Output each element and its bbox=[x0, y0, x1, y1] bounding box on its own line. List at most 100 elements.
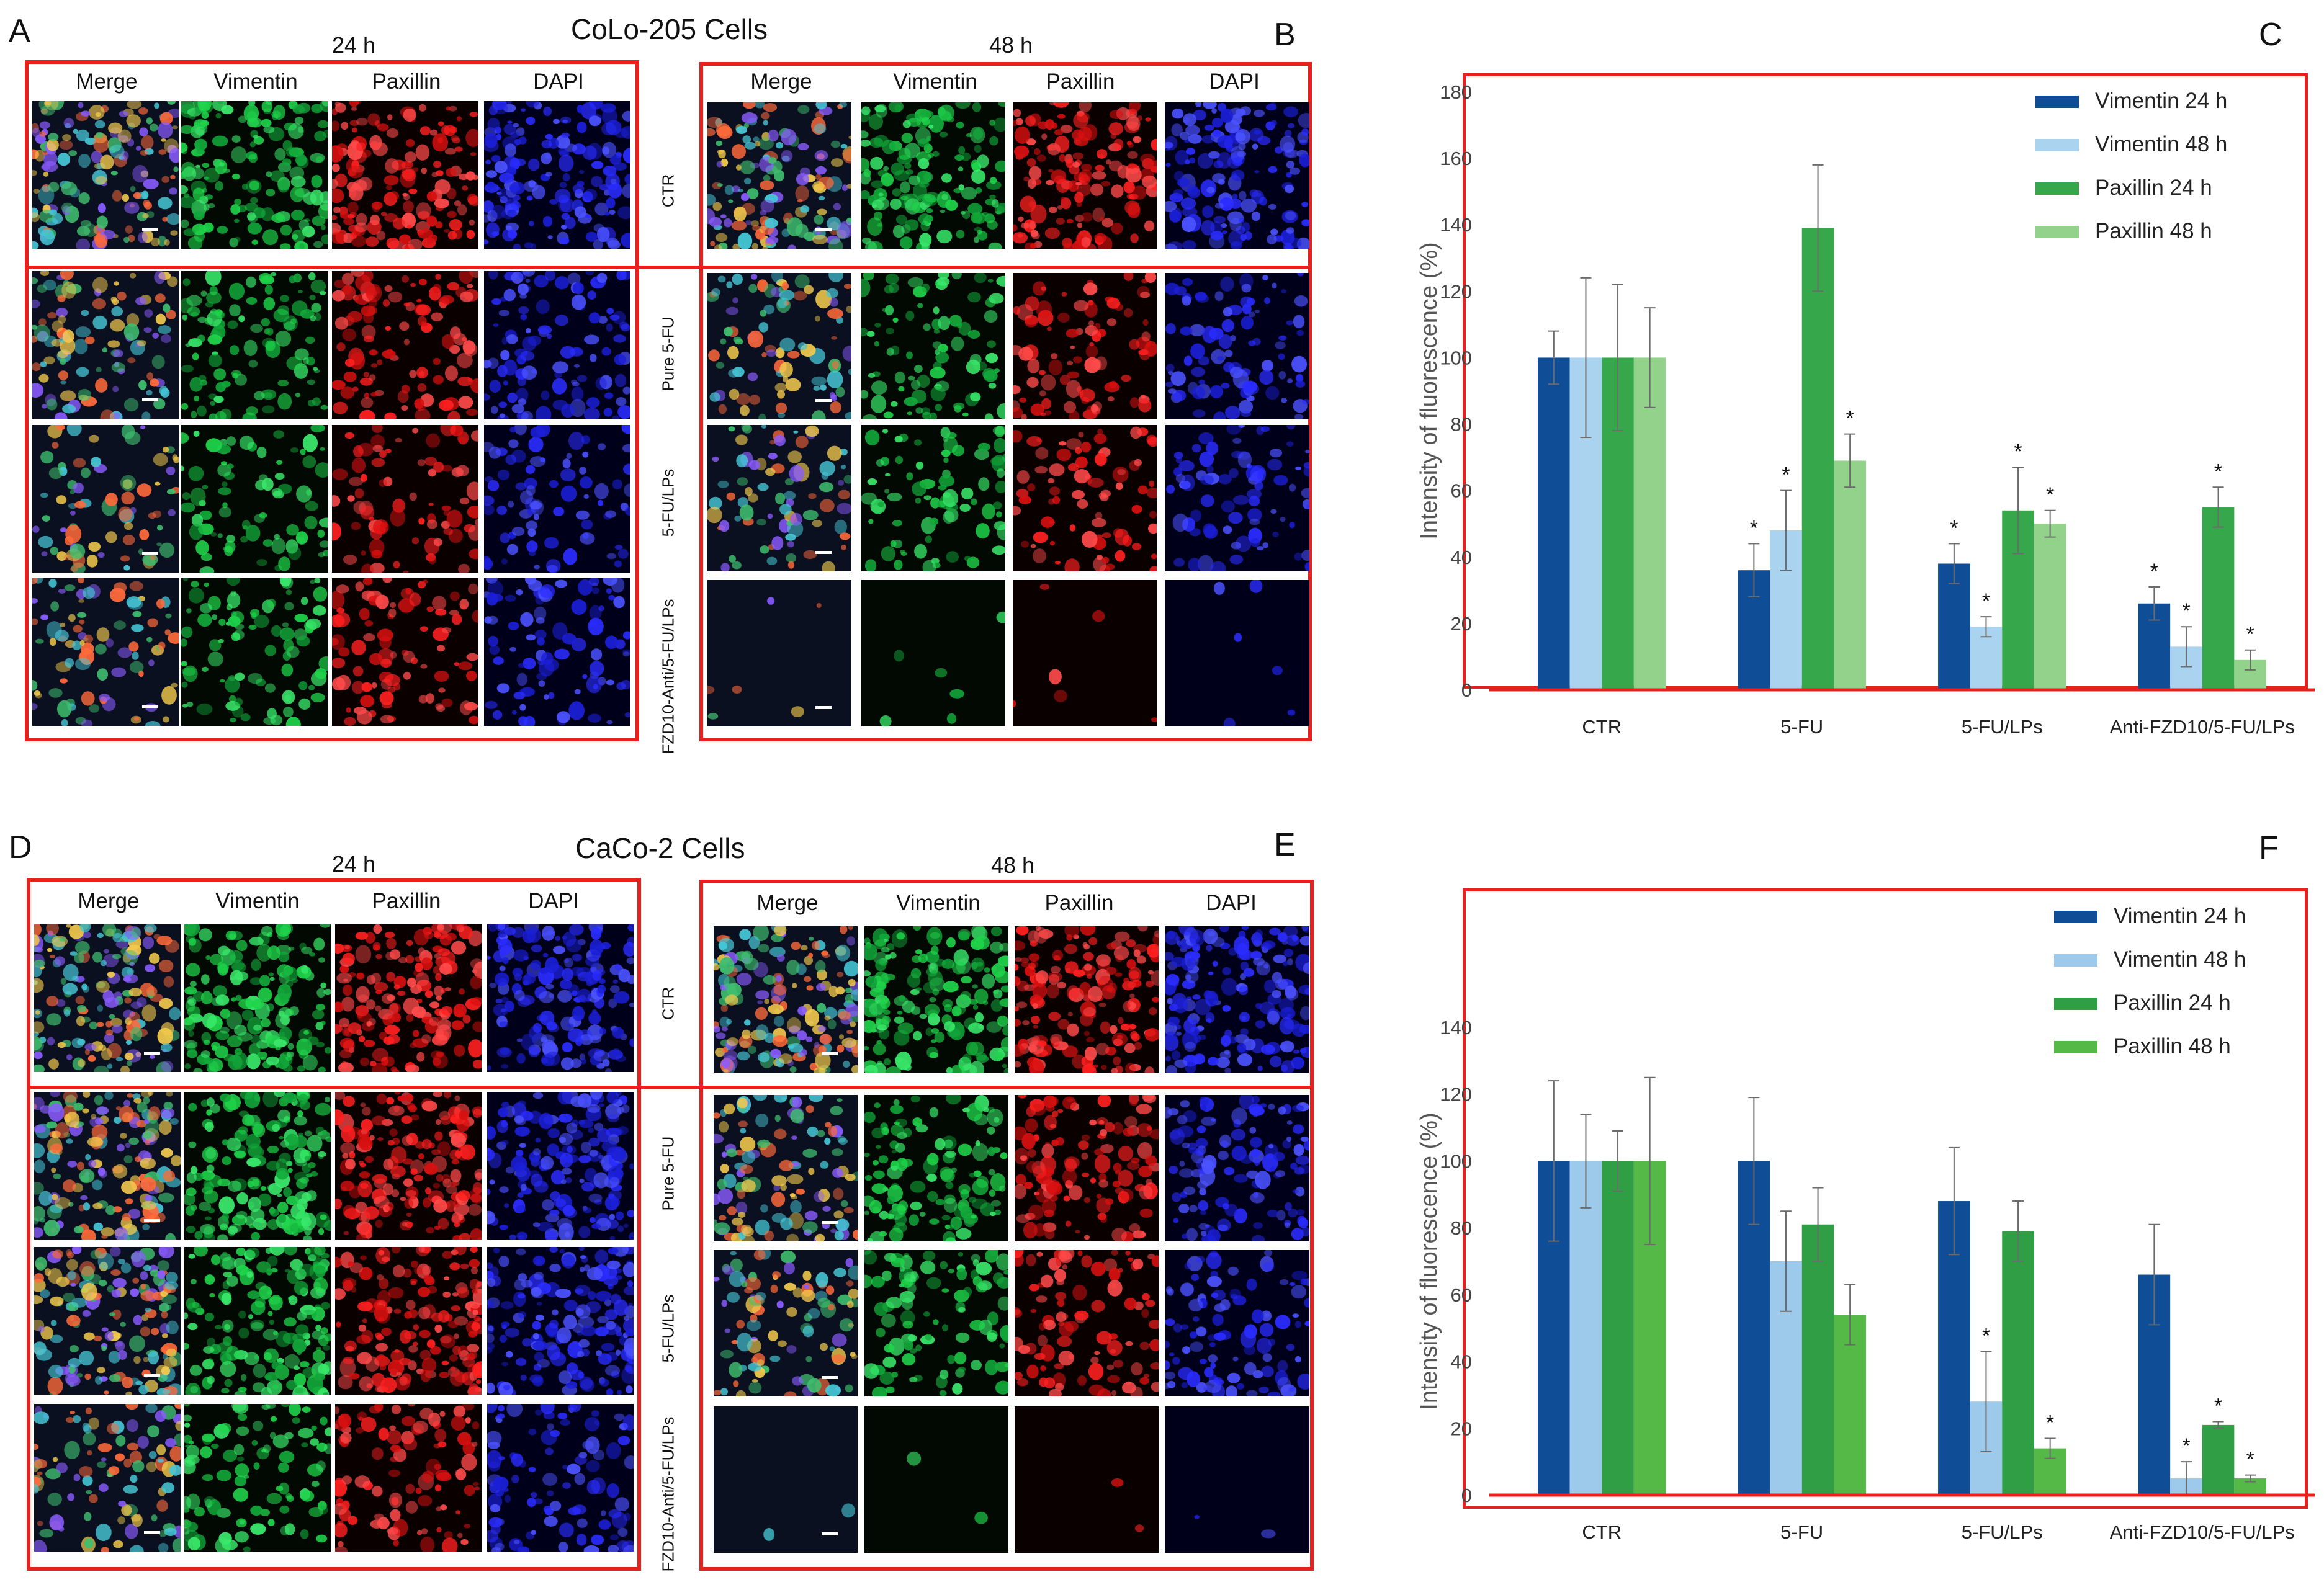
paxillin-micrograph bbox=[332, 425, 478, 573]
significance-star: * bbox=[2150, 560, 2158, 583]
legend-label: Vimentin 48 h bbox=[2114, 947, 2246, 972]
dapi-micrograph bbox=[487, 1092, 634, 1240]
dapi-micrograph bbox=[484, 101, 630, 249]
merge-micrograph bbox=[714, 1250, 858, 1396]
y-tick-label: 100 bbox=[1440, 1150, 1472, 1172]
vimentin-micrograph bbox=[864, 1250, 1008, 1396]
y-tick-label: 140 bbox=[1440, 214, 1472, 236]
panel-a-frame bbox=[25, 60, 639, 741]
significance-star: * bbox=[1982, 1324, 1990, 1347]
x-tick-label: CTR bbox=[1582, 1521, 1622, 1543]
dapi-micrograph bbox=[1165, 102, 1309, 249]
col-header-merge: Merge bbox=[78, 889, 140, 913]
merge-micrograph bbox=[34, 1404, 181, 1552]
dapi-micrograph bbox=[484, 271, 630, 419]
legend-label: Paxillin 24 h bbox=[2095, 176, 2212, 200]
vimentin-micrograph bbox=[861, 425, 1005, 571]
scale-bar bbox=[142, 552, 158, 555]
significance-star: * bbox=[2014, 440, 2022, 463]
significance-star: * bbox=[2214, 1395, 2222, 1418]
vimentin-micrograph bbox=[184, 1092, 331, 1240]
y-tick-label: 120 bbox=[1440, 1084, 1472, 1106]
paxillin-micrograph bbox=[1015, 1406, 1159, 1553]
paxillin-micrograph bbox=[332, 101, 478, 249]
significance-star: * bbox=[2246, 623, 2254, 646]
scale-bar bbox=[815, 705, 832, 709]
panel-letter-e: E bbox=[1274, 827, 1296, 863]
col-header-vimentin: Vimentin bbox=[215, 889, 300, 913]
vimentin-micrograph bbox=[181, 425, 328, 573]
time-label-48h-bottom: 48 h bbox=[991, 852, 1035, 878]
vimentin-micrograph bbox=[184, 1247, 331, 1395]
y-tick-label: 180 bbox=[1440, 81, 1472, 103]
y-tick-label: 160 bbox=[1440, 148, 1472, 169]
legend-swatch bbox=[2035, 226, 2079, 238]
y-tick-label: 140 bbox=[1440, 1017, 1472, 1039]
significance-star: * bbox=[2182, 599, 2190, 623]
paxillin-micrograph bbox=[335, 1247, 482, 1395]
dapi-micrograph bbox=[484, 578, 630, 726]
panel-letter-d: D bbox=[9, 829, 32, 865]
significance-star: * bbox=[1982, 589, 1990, 613]
bar bbox=[1538, 357, 1570, 690]
y-tick-label: 60 bbox=[1451, 1284, 1472, 1306]
paxillin-micrograph bbox=[335, 1404, 482, 1552]
x-tick-label: 5-FU bbox=[1780, 1521, 1823, 1543]
merge-micrograph bbox=[714, 1095, 858, 1241]
dapi-micrograph bbox=[1165, 425, 1309, 571]
panel-d-frame bbox=[27, 878, 641, 1571]
time-label-24h-bottom: 24 h bbox=[332, 851, 376, 877]
paxillin-micrograph bbox=[1015, 926, 1159, 1073]
scale-bar bbox=[142, 705, 158, 708]
paxillin-micrograph bbox=[1015, 1095, 1159, 1241]
significance-star: * bbox=[1782, 463, 1790, 487]
scale-bar bbox=[142, 398, 158, 401]
bar bbox=[2034, 524, 2066, 690]
dapi-micrograph bbox=[1165, 580, 1309, 726]
significance-star: * bbox=[2214, 460, 2222, 483]
col-header-paxillin: Paxillin bbox=[1046, 69, 1115, 94]
bar bbox=[1801, 228, 1834, 690]
panel-b-frame bbox=[699, 62, 1312, 741]
scale-bar bbox=[815, 228, 832, 231]
paxillin-micrograph bbox=[1013, 425, 1157, 571]
scale-bar bbox=[144, 1374, 160, 1377]
col-header-dapi: DAPI bbox=[528, 889, 579, 913]
scale-bar bbox=[815, 398, 832, 402]
col-header-merge: Merge bbox=[756, 891, 819, 915]
vimentin-micrograph bbox=[864, 1095, 1008, 1241]
scale-bar bbox=[822, 1375, 838, 1379]
vimentin-micrograph bbox=[181, 578, 328, 726]
dapi-micrograph bbox=[1165, 926, 1309, 1073]
time-label-48h-top: 48 h bbox=[989, 32, 1033, 58]
vimentin-micrograph bbox=[861, 102, 1005, 249]
scale-bar bbox=[144, 1218, 160, 1222]
col-header-dapi: DAPI bbox=[533, 69, 584, 94]
legend-swatch bbox=[2035, 182, 2079, 195]
x-tick-label: CTR bbox=[1582, 716, 1622, 738]
scale-bar bbox=[144, 1530, 160, 1534]
merge-micrograph bbox=[714, 926, 858, 1073]
legend-label: Paxillin 48 h bbox=[2095, 219, 2212, 243]
vimentin-micrograph bbox=[181, 101, 328, 249]
legend-swatch bbox=[2054, 1041, 2097, 1053]
vimentin-micrograph bbox=[181, 271, 328, 419]
bar bbox=[1938, 563, 1970, 690]
y-tick-label: 40 bbox=[1451, 547, 1472, 568]
legend-label: Paxillin 48 h bbox=[2114, 1034, 2231, 1058]
legend-swatch bbox=[2035, 96, 2079, 108]
vimentin-micrograph bbox=[184, 924, 331, 1072]
y-tick-label: 0 bbox=[1461, 1485, 1472, 1506]
panel-c-frame bbox=[1463, 73, 2308, 689]
bar bbox=[1602, 1161, 1634, 1495]
y-tick-label: 20 bbox=[1451, 1418, 1472, 1439]
paxillin-micrograph bbox=[335, 1092, 482, 1240]
dapi-micrograph bbox=[1165, 273, 1309, 419]
dapi-micrograph bbox=[487, 1404, 634, 1552]
panel-letter-c: C bbox=[2259, 17, 2282, 53]
dapi-micrograph bbox=[1165, 1406, 1309, 1553]
row-label-fzd10-anti: FZD10-Anti/5-FU/LPs bbox=[658, 599, 678, 754]
merge-micrograph bbox=[707, 273, 851, 419]
vimentin-micrograph bbox=[184, 1404, 331, 1552]
paxillin-micrograph bbox=[332, 578, 478, 726]
